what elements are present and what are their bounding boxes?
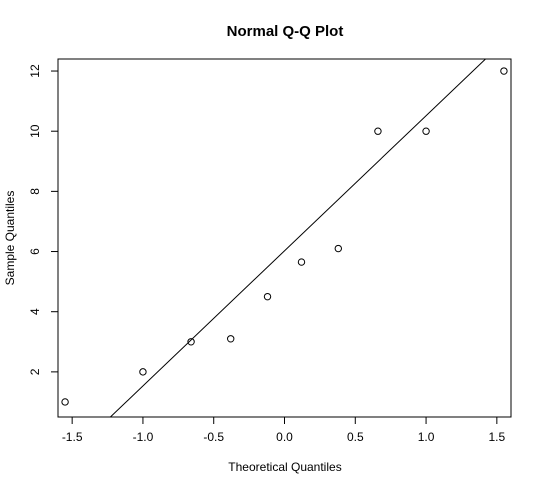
x-tick-label-6: 1.5: [489, 430, 506, 444]
data-point-6: [297, 258, 306, 266]
qq-reference-line: [110, 59, 486, 417]
x-tick-label-3: 0.0: [276, 430, 293, 444]
x-tick-label-2: -0.5: [203, 430, 224, 444]
data-point-8: [374, 127, 382, 135]
y-axis: 2 4 6 8 10 12: [28, 64, 58, 375]
y-tick-label-1: 4: [28, 308, 42, 315]
plot-frame: [57, 58, 512, 418]
y-tick-label-4: 10: [28, 124, 42, 138]
x-axis: -1.5 -1.0 -0.5 0.0 0.5 1.0 1.5: [62, 417, 506, 444]
data-point-7: [334, 244, 342, 253]
data-point-10: [500, 67, 508, 75]
x-axis-label: Theoretical Quantiles: [228, 460, 341, 474]
y-tick-label-2: 6: [28, 248, 42, 255]
data-point-5: [263, 292, 272, 301]
y-axis-label: Sample Quantiles: [3, 191, 17, 286]
y-tick-label-0: 2: [28, 368, 42, 375]
x-tick-label-1: -1.0: [133, 430, 154, 444]
chart-title: Normal Q-Q Plot: [227, 23, 344, 40]
data-point-4: [227, 335, 235, 343]
data-point-9: [422, 127, 430, 135]
reference-line-group: [110, 59, 486, 417]
y-tick-label-5: 12: [28, 64, 42, 78]
data-point-1: [61, 398, 69, 406]
data-point-3: [187, 338, 195, 346]
y-tick-label-3: 8: [28, 188, 42, 195]
data-point-2: [139, 368, 147, 376]
x-tick-label-4: 0.5: [347, 430, 364, 444]
x-tick-label-0: -1.5: [62, 430, 83, 444]
x-tick-label-5: 1.0: [418, 430, 435, 444]
points-group: [61, 67, 508, 406]
